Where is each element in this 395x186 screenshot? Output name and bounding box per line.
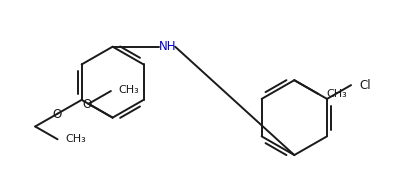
Text: CH₃: CH₃ [326, 89, 347, 99]
Text: NH: NH [158, 40, 176, 53]
Text: O: O [52, 108, 61, 121]
Text: O: O [82, 98, 91, 111]
Text: CH₃: CH₃ [66, 134, 86, 144]
Text: Cl: Cl [359, 79, 371, 92]
Text: CH₃: CH₃ [119, 85, 139, 95]
